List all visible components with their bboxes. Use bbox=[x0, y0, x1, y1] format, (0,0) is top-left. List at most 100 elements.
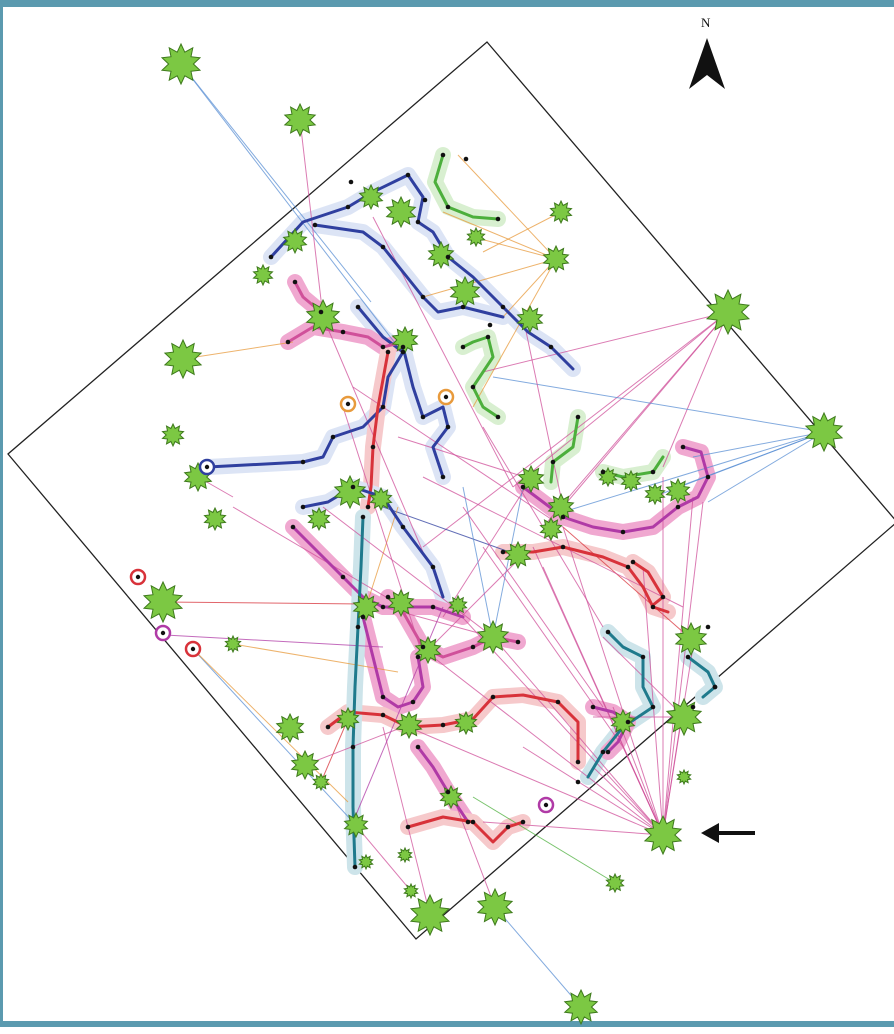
node-dot bbox=[520, 484, 526, 490]
node-dot bbox=[625, 564, 631, 570]
node-dot bbox=[440, 722, 446, 728]
node-dot bbox=[380, 694, 386, 700]
node-dot bbox=[385, 349, 391, 355]
plant-icon bbox=[358, 183, 384, 211]
interaction-link bbox=[232, 643, 399, 673]
interaction-link bbox=[662, 311, 729, 468]
plant-icon bbox=[563, 988, 599, 1026]
interaction-link bbox=[622, 746, 664, 836]
node-dot bbox=[405, 824, 411, 830]
node-dot bbox=[685, 654, 691, 660]
plant-icon bbox=[203, 506, 227, 532]
plant-icon bbox=[454, 710, 478, 736]
node-dot bbox=[415, 654, 421, 660]
plant-icon bbox=[676, 768, 692, 786]
plant-icon bbox=[605, 872, 625, 894]
node-dot bbox=[400, 344, 406, 350]
territory-path bbox=[351, 515, 365, 869]
plants bbox=[142, 42, 844, 1026]
plant-icon bbox=[333, 474, 367, 510]
plant-icon bbox=[705, 288, 751, 336]
node-dot bbox=[600, 749, 606, 755]
plant-icon bbox=[397, 846, 413, 864]
node-dot bbox=[680, 444, 686, 450]
plant-icon bbox=[504, 540, 532, 570]
ring-center bbox=[204, 464, 210, 470]
node-dot bbox=[348, 179, 354, 185]
ring-center bbox=[443, 394, 449, 400]
interaction-link bbox=[322, 506, 494, 638]
node-dot bbox=[575, 414, 581, 420]
node-dot bbox=[290, 524, 296, 530]
node-dot bbox=[400, 349, 406, 355]
node-dot bbox=[605, 629, 611, 635]
node-dot bbox=[285, 339, 291, 345]
interaction-link bbox=[232, 506, 404, 608]
node-dot bbox=[460, 344, 466, 350]
node-dot bbox=[330, 434, 336, 440]
interaction-link bbox=[494, 906, 582, 1008]
node-dot bbox=[440, 152, 446, 158]
plant-icon bbox=[395, 710, 423, 740]
interaction-link bbox=[692, 431, 825, 458]
plant-icon bbox=[547, 492, 575, 522]
node-dot bbox=[380, 404, 386, 410]
interaction-link bbox=[592, 766, 664, 836]
territory-path bbox=[301, 485, 445, 599]
interaction-link bbox=[482, 311, 729, 373]
plant-icon bbox=[161, 422, 185, 448]
node-dot bbox=[340, 329, 346, 335]
interaction-link bbox=[382, 506, 519, 556]
interaction-link bbox=[164, 634, 384, 648]
node-dot bbox=[340, 574, 346, 580]
plant-icon bbox=[305, 298, 341, 336]
ring-center bbox=[190, 646, 196, 652]
node-dot bbox=[312, 222, 318, 228]
node-dot bbox=[360, 614, 366, 620]
node-dot bbox=[495, 216, 501, 222]
node-dot bbox=[630, 559, 636, 565]
node-dot bbox=[520, 819, 526, 825]
interaction-link bbox=[457, 154, 557, 260]
node-dot bbox=[325, 724, 331, 730]
node-dot bbox=[300, 459, 306, 465]
territory-halo bbox=[543, 409, 586, 490]
node-dot bbox=[355, 304, 361, 310]
plant-icon bbox=[516, 304, 544, 334]
left-arrow-icon bbox=[701, 823, 755, 843]
interaction-link bbox=[492, 486, 524, 638]
plant-icon bbox=[643, 814, 683, 856]
node-dot bbox=[485, 334, 491, 340]
node-dot bbox=[470, 644, 476, 650]
interaction-link bbox=[352, 386, 564, 528]
node-dot bbox=[555, 699, 561, 705]
node-dot bbox=[350, 484, 356, 490]
node-dot bbox=[380, 244, 386, 250]
node-dot bbox=[705, 624, 711, 630]
study-plot-boundary bbox=[7, 41, 894, 940]
interaction-link bbox=[502, 258, 557, 318]
interaction-link bbox=[522, 316, 564, 508]
node-dot bbox=[660, 594, 666, 600]
interaction-link bbox=[180, 63, 372, 303]
interaction-link bbox=[462, 506, 604, 708]
interaction-link bbox=[192, 648, 354, 823]
node-dot bbox=[505, 824, 511, 830]
plant-icon bbox=[307, 506, 331, 532]
interaction-link bbox=[320, 718, 349, 783]
node-dot bbox=[380, 344, 386, 350]
territory-path bbox=[313, 223, 505, 319]
territory-path bbox=[631, 560, 665, 607]
plant-icon bbox=[336, 706, 360, 732]
node-dot bbox=[550, 459, 556, 465]
node-dot bbox=[345, 204, 351, 210]
node-dot bbox=[605, 749, 611, 755]
plant-icon bbox=[644, 482, 666, 506]
node-dot bbox=[445, 254, 451, 260]
interaction-link bbox=[482, 211, 562, 253]
node-dot bbox=[490, 694, 496, 700]
node-dot bbox=[405, 172, 411, 178]
plant-icon bbox=[142, 580, 184, 624]
node-dot bbox=[470, 384, 476, 390]
interaction-link bbox=[472, 258, 557, 408]
